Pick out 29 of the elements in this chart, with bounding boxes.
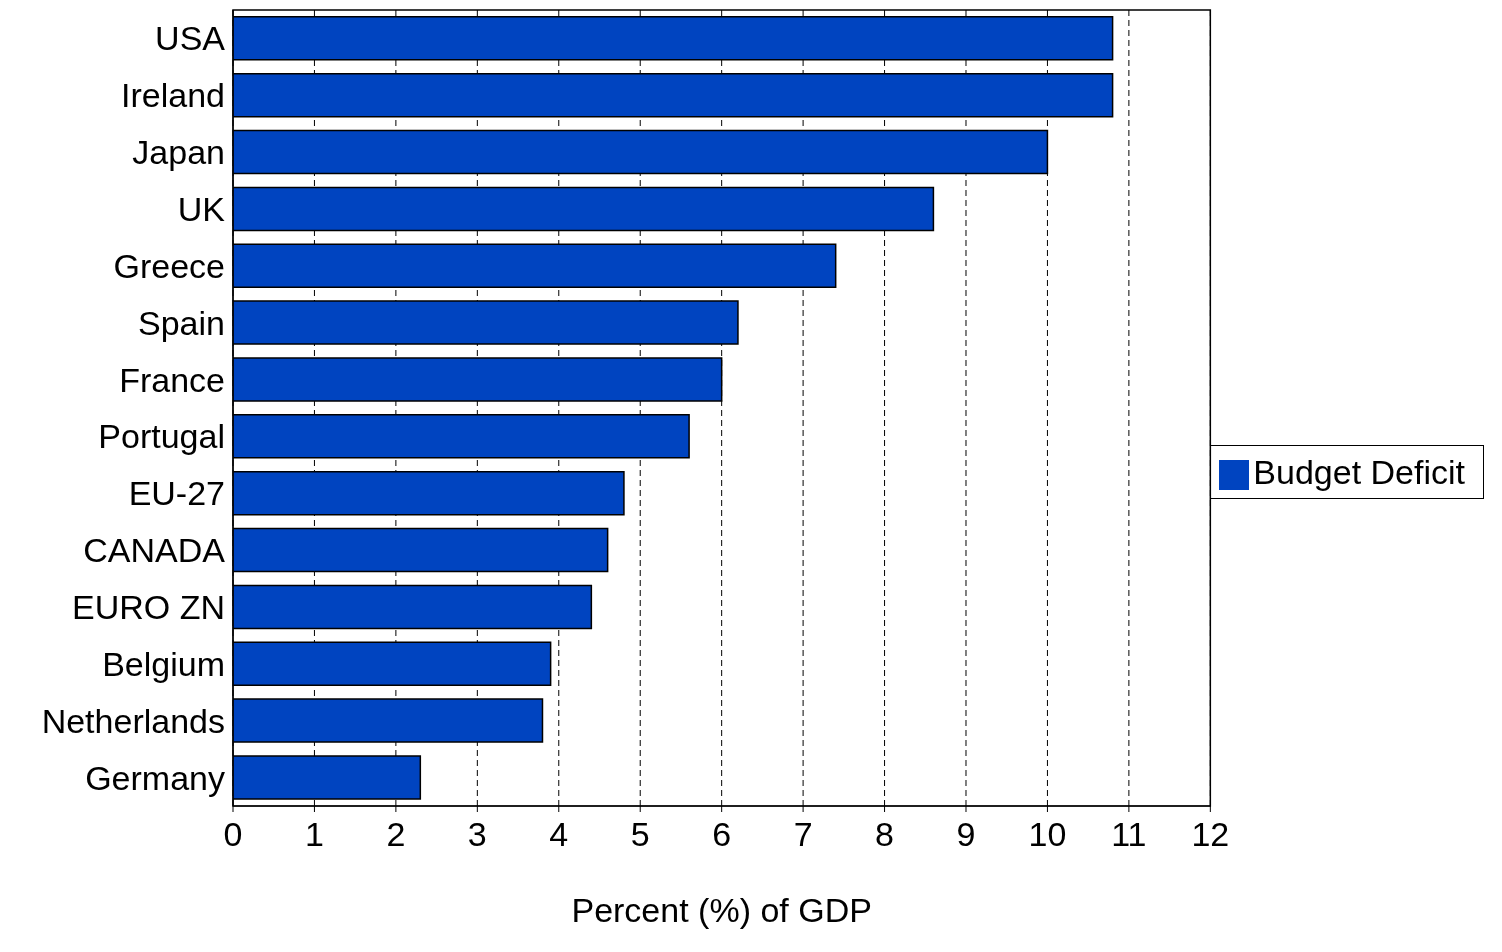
x-tick-label: 4 bbox=[549, 815, 569, 854]
x-tick-label: 10 bbox=[1028, 815, 1067, 854]
x-tick-label: 12 bbox=[1191, 815, 1230, 854]
y-tick-label: Portugal bbox=[98, 417, 225, 456]
x-tick-label: 9 bbox=[956, 815, 976, 854]
y-tick-label: CANADA bbox=[83, 531, 226, 570]
x-tick-label: 0 bbox=[223, 815, 243, 854]
y-tick-label: Japan bbox=[132, 133, 225, 172]
x-tick-label: 2 bbox=[386, 815, 406, 854]
x-tick-label: 1 bbox=[304, 815, 324, 854]
y-tick-label: Ireland bbox=[121, 76, 225, 115]
y-tick-label: Belgium bbox=[102, 644, 225, 683]
y-tick-label: Spain bbox=[138, 303, 225, 342]
y-tick-label: EURO ZN bbox=[72, 588, 225, 627]
x-axis-title: Percent (%) of GDP bbox=[571, 891, 872, 929]
y-tick-label: Greece bbox=[113, 246, 225, 285]
y-tick-label: France bbox=[119, 360, 225, 399]
x-tick-label: 8 bbox=[875, 815, 895, 854]
y-tick-label: USA bbox=[155, 19, 226, 58]
x-tick-label: 7 bbox=[793, 815, 813, 854]
y-tick-label: Germany bbox=[85, 758, 225, 797]
x-tick-label: 11 bbox=[1111, 815, 1147, 854]
y-tick-label: UK bbox=[177, 190, 226, 229]
x-tick-label: 6 bbox=[712, 815, 732, 854]
legend-label: Budget Deficit bbox=[1253, 453, 1465, 491]
x-tick-label: 5 bbox=[630, 815, 650, 854]
x-tick-label: 3 bbox=[467, 815, 487, 854]
y-tick-label: EU-27 bbox=[128, 474, 225, 513]
y-tick-label: Netherlands bbox=[41, 701, 225, 740]
